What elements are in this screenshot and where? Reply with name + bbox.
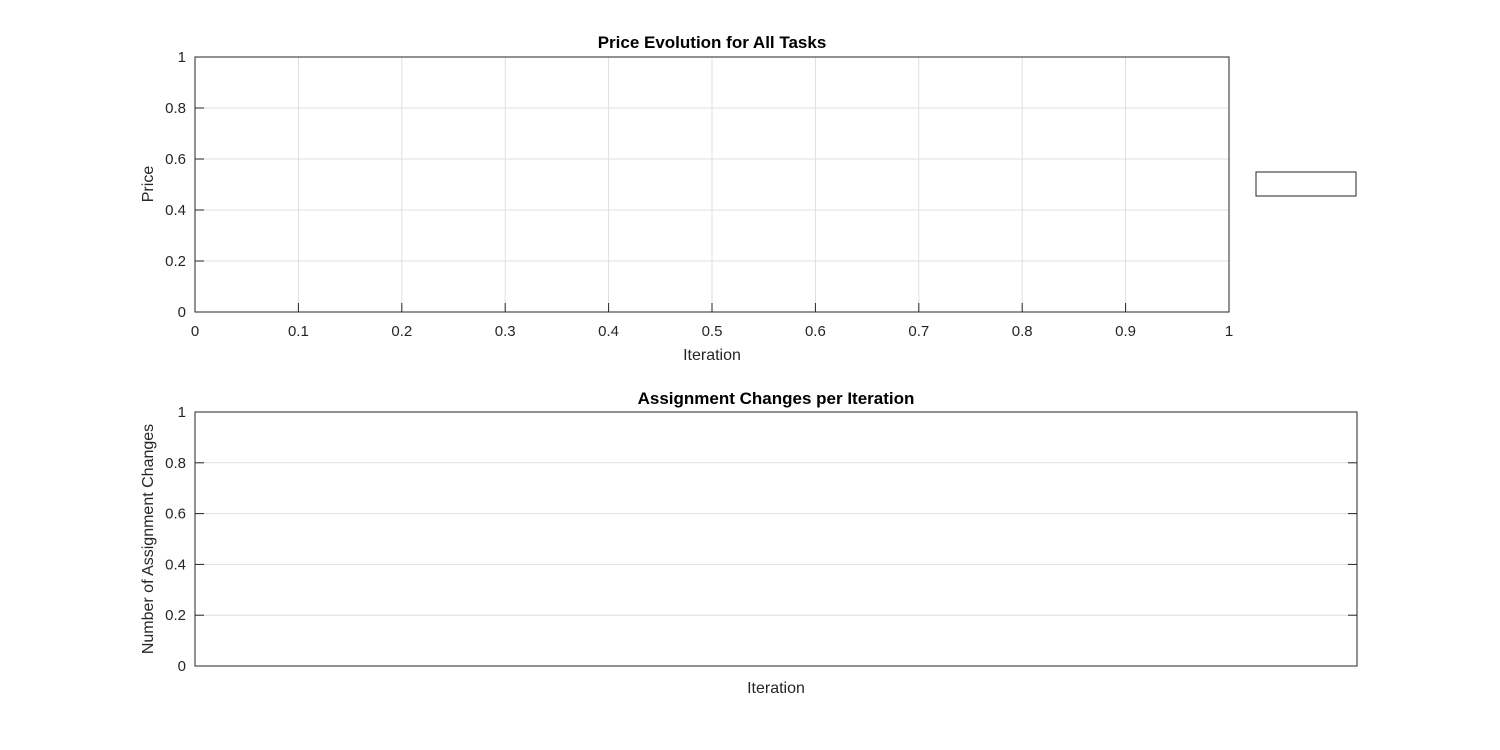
assignment-y-tick-label: 0.2 [165,607,186,624]
price-x-tick-label: 0.4 [598,323,619,340]
assignment-changes-chart: 0 0.2 0.4 0.6 0.8 1 Assignment Changes per It… [140,389,1358,697]
price-y-tick-label: 0.4 [165,202,186,219]
price-x-tick-label: 0 [191,323,199,340]
price-y-tick-label: 1 [178,49,186,66]
assignment-x-axis-label: Iteration [747,680,805,697]
price-chart-title: Price Evolution for All Tasks [598,33,827,52]
assignment-y-tick-label: 0.6 [165,506,186,523]
price-legend-box[interactable] [1255,171,1357,197]
assignment-y-axis-label: Number of Assignment Changes [140,424,157,654]
assignment-y-tick-label: 0.8 [165,455,186,472]
price-x-tick-label: 0.7 [908,323,929,340]
price-x-tick-label: 0.1 [288,323,309,340]
price-x-tick-label: 1 [1225,323,1233,340]
assignment-y-tick-label: 1 [178,404,186,421]
price-x-axis-label: Iteration [683,347,741,364]
assignment-y-tick-label: 0 [178,658,186,675]
assignment-y-tick-label: 0.4 [165,556,186,573]
price-y-tick-label: 0 [178,304,186,321]
price-x-tick-label: 0.5 [702,323,723,340]
price-y-tick-label: 0.8 [165,100,186,117]
price-x-tick-label: 0.9 [1115,323,1136,340]
assignment-chart-title: Assignment Changes per Iteration [638,389,915,408]
price-x-tick-label: 0.2 [391,323,412,340]
assignment-ticks: 0 0.2 0.4 0.6 0.8 1 [165,404,1357,675]
price-x-tick-label: 0.8 [1012,323,1033,340]
price-grid [195,57,1229,312]
price-y-tick-label: 0.2 [165,253,186,270]
price-ticks: 0 0.1 0.2 0.3 0.4 0.5 0.6 0.7 0.8 0.9 1 0 0.2 0.4 0.6 0… [165,49,1233,340]
assignment-axes-box [194,411,1358,667]
price-y-tick-label: 0.6 [165,151,186,168]
assignment-grid [195,462,1357,616]
price-x-tick-label: 0.3 [495,323,516,340]
price-evolution-chart: 0 0.1 0.2 0.3 0.4 0.5 0.6 0.7 0.8 0.9 1 0 0.2 0.4 0.6 0… [140,33,1357,364]
price-x-tick-label: 0.6 [805,323,826,340]
price-y-axis-label: Price [140,166,157,203]
assignment-plot-area [195,412,1357,666]
